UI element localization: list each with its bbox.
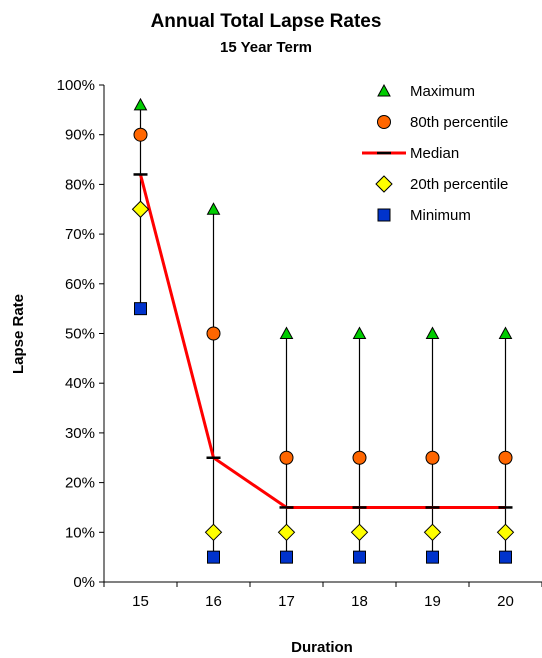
maximum-point [279, 326, 294, 339]
x-tick-label: 20 [497, 593, 514, 610]
maximum-point [425, 326, 440, 339]
legend-label-minimum: Minimum [410, 207, 471, 224]
y-tick-label: 60% [65, 276, 95, 293]
y-tick-label: 0% [73, 574, 95, 591]
plot-area: 0% 10% 20% 30% 40% 50% 60% 70% 80% 90% 100% 15 16 17 1… [57, 77, 542, 610]
minimum-point [353, 550, 366, 564]
maximum-point [352, 326, 367, 339]
80th-percentile-point [279, 450, 294, 465]
legend-marker-minimum [377, 208, 391, 222]
20th-percentile-point [350, 523, 369, 542]
80th-percentile-point [133, 127, 148, 142]
minimum-point [280, 550, 293, 564]
80th-percentile-point [206, 326, 221, 341]
median-line [139, 174, 506, 509]
legend-label-maximum: Maximum [410, 83, 475, 100]
x-tick-label: 19 [424, 593, 441, 610]
maximum-point [133, 97, 148, 111]
80th-percentile-point [498, 450, 513, 465]
y-tick-label: 70% [65, 226, 95, 243]
x-tick-label: 17 [278, 593, 295, 610]
legend-label-80th-percentile: 80th percentile [410, 114, 508, 131]
y-tick-label: 50% [65, 326, 95, 343]
legend-marker-20th-percentile [375, 175, 393, 193]
minimum-point [134, 302, 147, 316]
y-tick-label: 90% [65, 127, 95, 144]
y-tick-label: 80% [65, 176, 95, 193]
y-axis-title: Lapse Rate [10, 294, 27, 374]
20th-percentile-point [277, 523, 296, 542]
y-tick-label: 30% [65, 425, 95, 442]
minimum-point [207, 550, 220, 564]
y-tick-label: 10% [65, 524, 95, 541]
80th-percentile-point [425, 450, 440, 465]
chart-title: Annual Total Lapse Rates [151, 11, 382, 32]
maximum-point [206, 202, 221, 215]
minimum-point [426, 550, 439, 564]
y-tick-label: 40% [65, 375, 95, 392]
x-tick-label: 16 [205, 593, 222, 610]
legend-label-median: Median [410, 145, 459, 162]
legend: Maximum 80th percentile Median 20th percent… [362, 83, 508, 224]
maximum-point [498, 326, 513, 339]
20th-percentile-point [423, 523, 442, 542]
legend-marker-80th-percentile [377, 115, 391, 129]
legend-label-20th-percentile: 20th percentile [410, 176, 508, 193]
legend-marker-maximum [377, 83, 391, 97]
y-tick-label: 20% [65, 475, 95, 492]
20th-percentile-point [496, 523, 515, 542]
y-tick-label: 100% [57, 77, 95, 94]
80th-percentile-point [352, 450, 367, 465]
x-tick-label: 18 [351, 593, 368, 610]
x-tick-label: 15 [132, 593, 149, 610]
minimum-point [499, 550, 512, 564]
20th-percentile-point [204, 523, 223, 542]
20th-percentile-point [131, 200, 150, 218]
chart-subtitle: 15 Year Term [220, 39, 312, 56]
x-axis-title: Duration [291, 639, 353, 656]
